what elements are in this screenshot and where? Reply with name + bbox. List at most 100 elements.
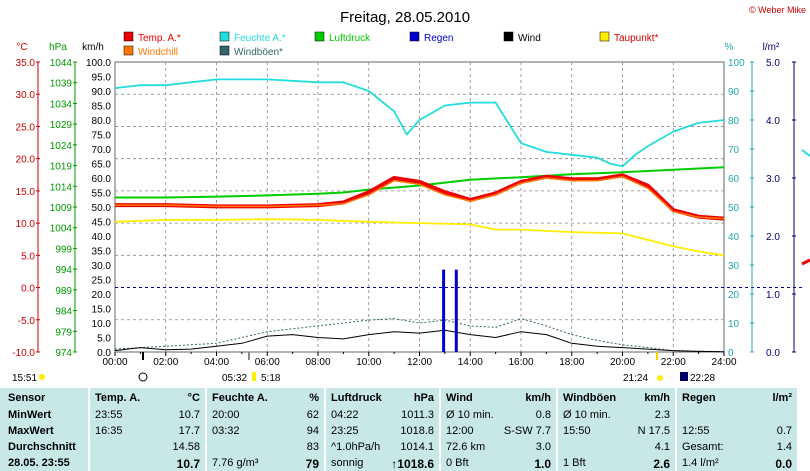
table-cell-value: 62 <box>306 409 319 421</box>
hum-unit: % <box>725 42 734 53</box>
hum-tick-label: 60 <box>728 174 740 185</box>
table-cell: 23:25 <box>331 425 359 437</box>
table-cell-bg <box>326 388 439 471</box>
table-header: Temp. A. <box>95 392 141 404</box>
stats-table: Sensor Temp. A. °C Feuchte A.% Luftdruck hPa W… <box>0 386 810 471</box>
table-header-unit: % <box>309 392 319 404</box>
press-tick-label: 1024 <box>50 141 73 152</box>
hum-tick-label: 50 <box>728 203 740 214</box>
temp-unit: °C <box>16 42 27 53</box>
table-cell: 20:00 <box>212 409 240 421</box>
wind-tick-label: 5.0 <box>97 334 111 345</box>
wind-tick-label: 25.0 <box>92 276 112 287</box>
table-header: Windböen <box>563 392 617 404</box>
wind-tick-label: 95.0 <box>92 73 112 84</box>
time-left-label: 15:51 <box>12 373 37 384</box>
table-cell-value: 1.0 <box>534 457 551 471</box>
legend-label: Windböen* <box>234 47 283 58</box>
table-header-unit: hPa <box>413 392 434 404</box>
x-tick-label: 06:00 <box>255 357 280 368</box>
x-tick-label: 14:00 <box>458 357 483 368</box>
hum-tick-label: 70 <box>728 145 740 156</box>
legend-swatch <box>219 31 230 42</box>
edge-temp <box>801 258 810 266</box>
table-cell-value: 2.6 <box>653 457 670 471</box>
temp-tick-label: 10.0 <box>16 219 36 230</box>
x-tick-label: 20:00 <box>610 357 635 368</box>
legend-label: Luftdruck <box>329 33 371 44</box>
wind-tick-label: 85.0 <box>92 102 112 113</box>
wind-tick-label: 100.0 <box>86 58 111 69</box>
x-tick-label: 10:00 <box>356 357 381 368</box>
table-cell-value: N 17.5 <box>637 425 670 437</box>
temp-tick-label: 15.0 <box>16 187 36 198</box>
wind-tick-label: 40.0 <box>92 232 112 243</box>
sunset-label: 21:24 <box>623 373 648 384</box>
wind-tick-label: 60.0 <box>92 174 112 185</box>
press-tick-label: 1009 <box>50 203 73 214</box>
rain-bar <box>454 269 458 352</box>
legend-label: Regen <box>424 33 453 44</box>
table-cell-bg <box>677 388 797 471</box>
press-unit: hPa <box>49 42 67 53</box>
legend-swatch <box>314 31 325 42</box>
hum-tick-label: 20 <box>728 290 740 301</box>
table-cell: sonnig <box>331 457 364 469</box>
temp-tick-label: 5.0 <box>21 251 35 262</box>
table-cell: Ø 10 min. <box>563 409 611 421</box>
wind-tick-label: 75.0 <box>92 131 112 142</box>
hum-tick-label: 0 <box>728 348 734 359</box>
sunrise-label: 05:32 <box>222 373 247 384</box>
press-tick-label: 999 <box>55 244 72 255</box>
table-row-label: MinWert <box>8 409 52 421</box>
wind-tick-label: 55.0 <box>92 189 112 200</box>
credit-text: © Weber Mike <box>749 5 806 15</box>
moonrise-icon <box>680 372 688 381</box>
temp-tick-label: -5.0 <box>18 316 36 327</box>
wind-tick-label: 65.0 <box>92 160 112 171</box>
table-cell: 03:32 <box>212 425 240 437</box>
table-cell-value: 79 <box>305 457 319 471</box>
table-cell-bg <box>0 388 88 471</box>
press-tick-label: 1019 <box>50 162 73 173</box>
wind-tick-label: 45.0 <box>92 218 112 229</box>
legend-label: Temp. A.* <box>138 33 181 44</box>
sunrise-bar <box>252 372 256 381</box>
table-cell-value: 2.3 <box>654 409 670 421</box>
legend-label: Taupunkt* <box>614 33 659 44</box>
table-cell-value: 1014.1 <box>400 441 434 453</box>
temp-tick-label: -10.0 <box>12 348 35 359</box>
table-row-label: MaxWert <box>8 425 54 437</box>
press-tick-label: 1014 <box>50 182 73 193</box>
table-cell: 23:55 <box>95 409 123 421</box>
legend-swatch <box>503 31 514 42</box>
table-cell-value: ↑1018.6 <box>391 457 434 471</box>
table-cell: 15:50 <box>563 425 591 437</box>
table-cell-value: 10.7 <box>178 409 200 421</box>
press-tick-label: 1034 <box>50 99 73 110</box>
table-cell-value: 0.8 <box>535 409 551 421</box>
table-cell-value: 1011.3 <box>401 409 434 421</box>
x-tick-label: 02:00 <box>153 357 178 368</box>
table-cell: 0 Bft <box>446 457 469 469</box>
x-tick-label: 12:00 <box>407 357 432 368</box>
table-cell-value: 94 <box>306 425 319 437</box>
temp-tick-label: 35.0 <box>16 58 36 69</box>
wind-tick-label: 15.0 <box>92 305 112 316</box>
x-tick-label: 18:00 <box>559 357 584 368</box>
press-tick-label: 1004 <box>50 224 73 235</box>
sunset-icon <box>657 375 663 381</box>
wind-tick-label: 70.0 <box>92 145 112 156</box>
legend-swatch <box>409 31 420 42</box>
table-header: Luftdruck <box>331 392 382 404</box>
table-cell-value: 10.7 <box>176 457 200 471</box>
x-tick-label: 08:00 <box>305 357 330 368</box>
rain-tick-label: 5.0 <box>766 58 780 69</box>
x-tick-label: 16:00 <box>508 357 533 368</box>
series-line-luftdruck <box>115 166 725 199</box>
table-header-unit: l/m² <box>772 392 792 404</box>
legend-label: Wind <box>518 33 541 44</box>
table-cell: 16:35 <box>95 425 123 437</box>
temp-tick-label: 20.0 <box>16 155 36 166</box>
table-cell-value: 0.7 <box>776 425 792 437</box>
